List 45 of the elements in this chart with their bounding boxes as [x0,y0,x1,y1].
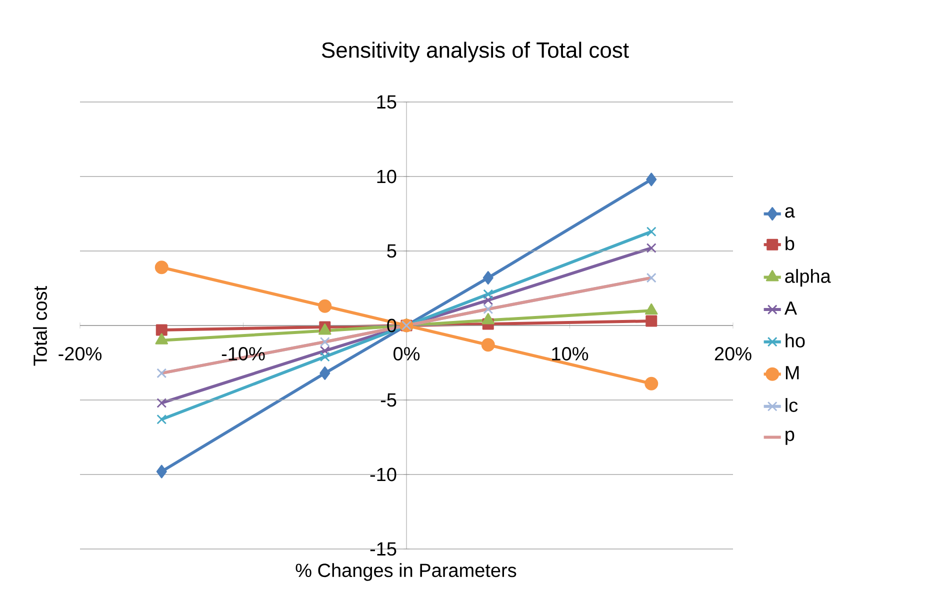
legend-label: M [786,366,799,380]
x-tick-label: 0% [394,347,420,360]
point [481,338,495,352]
y-tick-label: 15 [377,95,396,109]
y-tick-label: 10 [377,170,396,184]
y-tick-label: -5 [380,393,396,407]
point [646,226,656,237]
point [318,299,332,313]
point [646,172,657,186]
point [483,289,494,300]
x-tick-label: -20% [58,347,102,360]
y-tick-label: 0 [387,318,396,332]
legend-label: ho [786,334,805,348]
y-tick-label: 5 [387,244,396,258]
point [646,243,656,254]
point [320,346,330,356]
point [320,336,330,347]
legend-label: a [785,207,795,218]
point [483,304,494,314]
y-tick-label: -10 [370,468,396,482]
legend-label: alpha [785,268,831,287]
point [646,315,658,327]
point [644,376,658,390]
point [156,368,167,378]
point [156,464,167,478]
legend-label: lc [786,398,798,412]
legend-label: A [784,302,798,315]
y-tick-label: -15 [370,542,396,556]
chart-title: Sensitivity analysis of Total cost [322,42,629,62]
legend-label: p [786,430,794,445]
point [320,352,330,362]
point [154,260,168,274]
legend-label: b [786,236,794,250]
x-tick-label: 20% [714,347,752,360]
point [646,272,656,283]
point [482,271,494,285]
point [156,398,167,408]
point [156,324,168,336]
x-tick-label: -10% [222,347,265,360]
x-axis-title: % Changes in Parameters [296,563,516,581]
y-axis-title: Total cost [33,286,47,366]
point [483,295,494,306]
x-tick-label: 10% [552,347,588,360]
point [156,414,167,424]
point [320,366,330,380]
